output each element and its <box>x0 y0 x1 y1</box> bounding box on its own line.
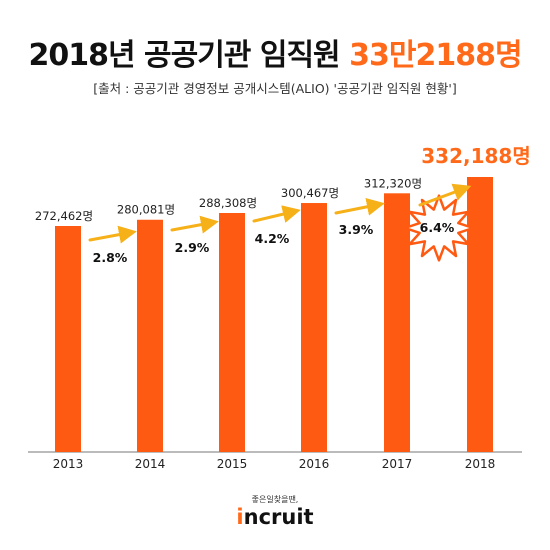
x-tick-label-2013: 2013 <box>53 457 84 471</box>
bar-2014 <box>137 219 163 452</box>
x-tick-label-2016: 2016 <box>299 457 330 471</box>
value-label-2016: 300,467명 <box>281 186 339 200</box>
logo-tagline: 좋은일찾을땐, <box>251 495 299 504</box>
bar-2015 <box>219 212 245 452</box>
value-label-2013: 272,462명 <box>35 209 93 223</box>
x-tick-label-2015: 2015 <box>217 457 248 471</box>
title-prefix: 2018년 공공기관 임직원 <box>28 38 340 73</box>
value-label-2018: 332,188명 <box>421 144 531 168</box>
bar-2018 <box>467 177 493 452</box>
growth-arrow-5 <box>418 183 472 207</box>
growth-arrow-2 <box>170 215 219 234</box>
growth-label-2: 2.9% <box>175 240 210 255</box>
x-tick-label-2017: 2017 <box>382 457 413 471</box>
bar-2017 <box>384 193 410 452</box>
source-note: [출처 : 공공기관 경영정보 공개시스템(ALIO) '공공기관 임직원 현황… <box>93 81 457 96</box>
growth-label-5: 6.4% <box>420 220 455 235</box>
x-tick-label-2018: 2018 <box>465 457 496 471</box>
growth-label-3: 4.2% <box>255 231 290 246</box>
growth-arrow-1 <box>88 225 137 244</box>
value-label-2014: 280,081명 <box>117 203 175 217</box>
highlight-burst <box>403 194 475 262</box>
incruit-logo: incruit <box>0 505 550 529</box>
bar-2016 <box>301 203 327 452</box>
logo-mark: i <box>236 505 244 529</box>
page-title: 2018년 공공기관 임직원 33만2188명 <box>0 30 550 74</box>
value-label-2017: 312,320명 <box>364 176 422 190</box>
bar-2013 <box>55 226 81 452</box>
logo-text: ncruit <box>243 505 314 529</box>
growth-arrow-4 <box>334 197 385 216</box>
growth-arrow-3 <box>252 205 301 223</box>
value-label-2015: 288,308명 <box>199 196 257 210</box>
title-highlight: 33만2188명 <box>349 38 522 73</box>
growth-label-1: 2.8% <box>93 250 128 265</box>
growth-label-4: 3.9% <box>339 222 374 237</box>
x-tick-label-2014: 2014 <box>135 457 166 471</box>
